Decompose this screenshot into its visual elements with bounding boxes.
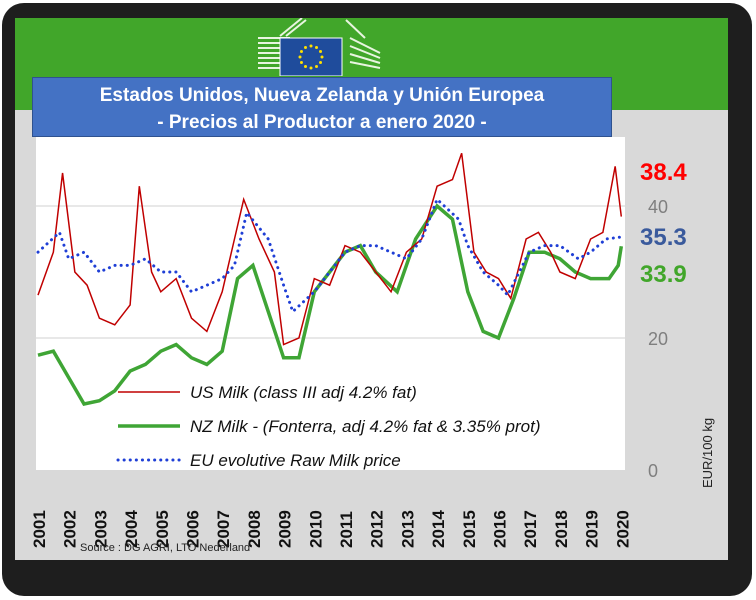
- title-line-2: - Precios al Productor a enero 2020 -: [157, 112, 487, 133]
- x-tick-label: 2006: [184, 510, 203, 548]
- x-tick-label: 2008: [245, 510, 264, 548]
- x-tick-label: 2012: [368, 510, 387, 548]
- x-tick-label: 2001: [30, 510, 49, 548]
- y-tick-label: 20: [648, 329, 668, 349]
- x-tick-label: 2011: [337, 511, 356, 548]
- european-commission-logo: [258, 18, 381, 76]
- x-tick-label: 2020: [613, 510, 632, 548]
- x-tick-label: 2013: [398, 510, 417, 548]
- x-tick-label: 2015: [460, 510, 479, 548]
- end-value-label: 33.9: [640, 261, 687, 288]
- x-tick-label: 2009: [276, 510, 295, 548]
- x-tick-label: 2016: [491, 510, 510, 548]
- source-note: Source : DG AGRI, LTO Nederland: [80, 542, 251, 554]
- x-tick-label: 2018: [552, 510, 571, 548]
- x-tick-label: 2017: [521, 510, 540, 548]
- x-tick-label: 2003: [91, 510, 110, 548]
- y-tick-label: 0: [648, 461, 658, 481]
- x-tick-label: 2014: [429, 510, 448, 548]
- legend-label: NZ Milk - (Fonterra, adj 4.2% fat & 3.35…: [190, 417, 541, 436]
- x-tick-label: 2010: [306, 510, 325, 548]
- end-value-label: 38.4: [640, 159, 687, 186]
- x-tick-label: 2002: [61, 510, 80, 548]
- title-line-1: Estados Unidos, Nueva Zelanda y Unión Eu…: [99, 85, 545, 106]
- x-tick-label: 2005: [153, 510, 172, 548]
- y-axis-label: EUR/100 kg: [700, 418, 715, 488]
- x-tick-label: 2007: [214, 510, 233, 548]
- plot-area: [36, 137, 625, 470]
- x-tick-label: 2019: [583, 510, 602, 548]
- x-tick-label: 2004: [122, 510, 141, 548]
- series-line: [37, 203, 624, 406]
- end-value-label: 35.3: [640, 224, 687, 251]
- chart-title-box: Estados Unidos, Nueva Zelanda y Unión Eu…: [32, 77, 612, 137]
- legend-label: EU evolutive Raw Milk price: [190, 451, 401, 470]
- y-tick-label: 40: [648, 197, 668, 217]
- legend-label: US Milk (class III adj 4.2% fat): [190, 383, 417, 402]
